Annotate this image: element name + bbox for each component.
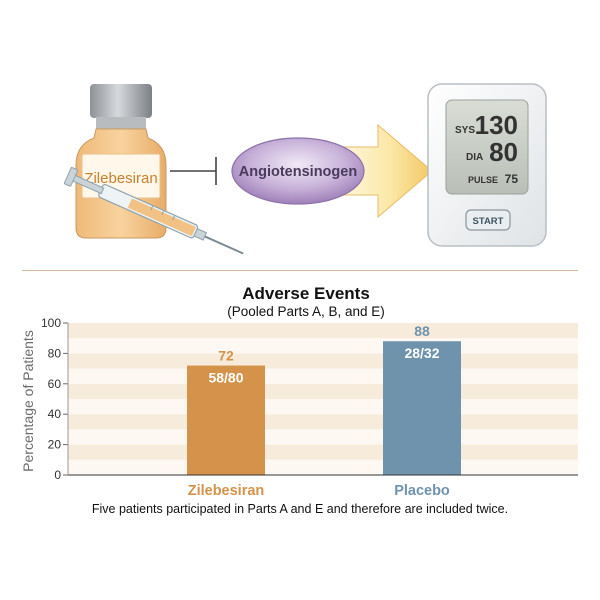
bar-value-label: 88 bbox=[414, 323, 430, 339]
y-tick-label: 60 bbox=[48, 377, 62, 391]
grid-bands bbox=[68, 323, 578, 475]
y-tick-label: 100 bbox=[41, 316, 61, 330]
grid-band bbox=[68, 429, 578, 445]
grid-band bbox=[68, 353, 578, 369]
grid-band bbox=[68, 444, 578, 460]
grid-band bbox=[68, 383, 578, 399]
bar-value-label: 72 bbox=[218, 348, 234, 364]
illustration: Zilebesiran Angiotensinogen SYS 130 DIA … bbox=[63, 83, 547, 255]
y-axis-label: Percentage of Patients bbox=[20, 330, 36, 472]
grid-band bbox=[68, 323, 578, 339]
monitor-screen bbox=[445, 99, 529, 195]
grid-band bbox=[68, 459, 578, 475]
category-label: Zilebesiran bbox=[188, 483, 265, 499]
y-tick-label: 40 bbox=[48, 407, 62, 421]
bar-fraction-label: 58/80 bbox=[208, 370, 243, 386]
start-label: START bbox=[473, 216, 504, 227]
chart-title: Adverse Events bbox=[242, 284, 370, 303]
grid-band bbox=[68, 368, 578, 384]
angiotensinogen-oval: Angiotensinogen bbox=[231, 137, 365, 205]
y-tick-label: 80 bbox=[48, 346, 62, 360]
category-label: Placebo bbox=[394, 483, 450, 499]
grid-band bbox=[68, 414, 578, 430]
pulse-label: PULSE bbox=[468, 175, 498, 185]
y-ticks: 0 20 40 60 80 100 bbox=[41, 316, 68, 482]
grid-band bbox=[68, 399, 578, 415]
inhibition-symbol bbox=[170, 157, 217, 185]
bar-chart: Adverse Events (Pooled Parts A, B, and E… bbox=[20, 284, 578, 499]
sys-value: 130 bbox=[475, 110, 518, 140]
bar-placebo bbox=[383, 341, 461, 475]
syringe bbox=[63, 166, 244, 255]
chart-subtitle: (Pooled Parts A, B, and E) bbox=[227, 304, 385, 319]
y-tick-label: 20 bbox=[48, 438, 62, 452]
dia-value: 80 bbox=[489, 137, 518, 167]
blood-pressure-monitor: SYS 130 DIA 80 PULSE 75 START bbox=[427, 83, 547, 247]
vial-label: Zilebesiran bbox=[84, 170, 157, 187]
sys-label: SYS bbox=[455, 125, 475, 136]
bar-zilebesiran bbox=[187, 365, 265, 475]
y-tick-label: 0 bbox=[54, 468, 61, 482]
vial-neck bbox=[96, 117, 146, 129]
bars: 72 58/80 88 28/32 bbox=[187, 323, 461, 475]
category-labels: Zilebesiran Placebo bbox=[188, 483, 450, 499]
target-label: Angiotensinogen bbox=[239, 164, 357, 180]
vial-cap bbox=[90, 84, 152, 118]
grid-band bbox=[68, 338, 578, 354]
pulse-value: 75 bbox=[505, 172, 519, 186]
dia-label: DIA bbox=[466, 152, 483, 163]
start-button bbox=[465, 209, 511, 231]
section-divider bbox=[22, 270, 578, 271]
bar-fraction-label: 28/32 bbox=[404, 345, 439, 361]
footnote: Five patients participated in Parts A an… bbox=[91, 502, 509, 516]
